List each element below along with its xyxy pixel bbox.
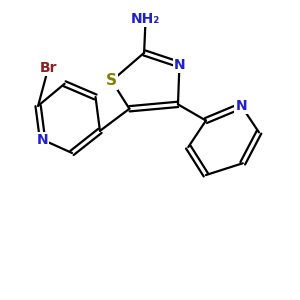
Text: N: N bbox=[236, 99, 247, 113]
Text: NH₂: NH₂ bbox=[131, 12, 160, 26]
Text: S: S bbox=[106, 73, 117, 88]
Text: Br: Br bbox=[40, 61, 57, 75]
Text: N: N bbox=[174, 58, 185, 72]
Text: N: N bbox=[37, 133, 48, 147]
